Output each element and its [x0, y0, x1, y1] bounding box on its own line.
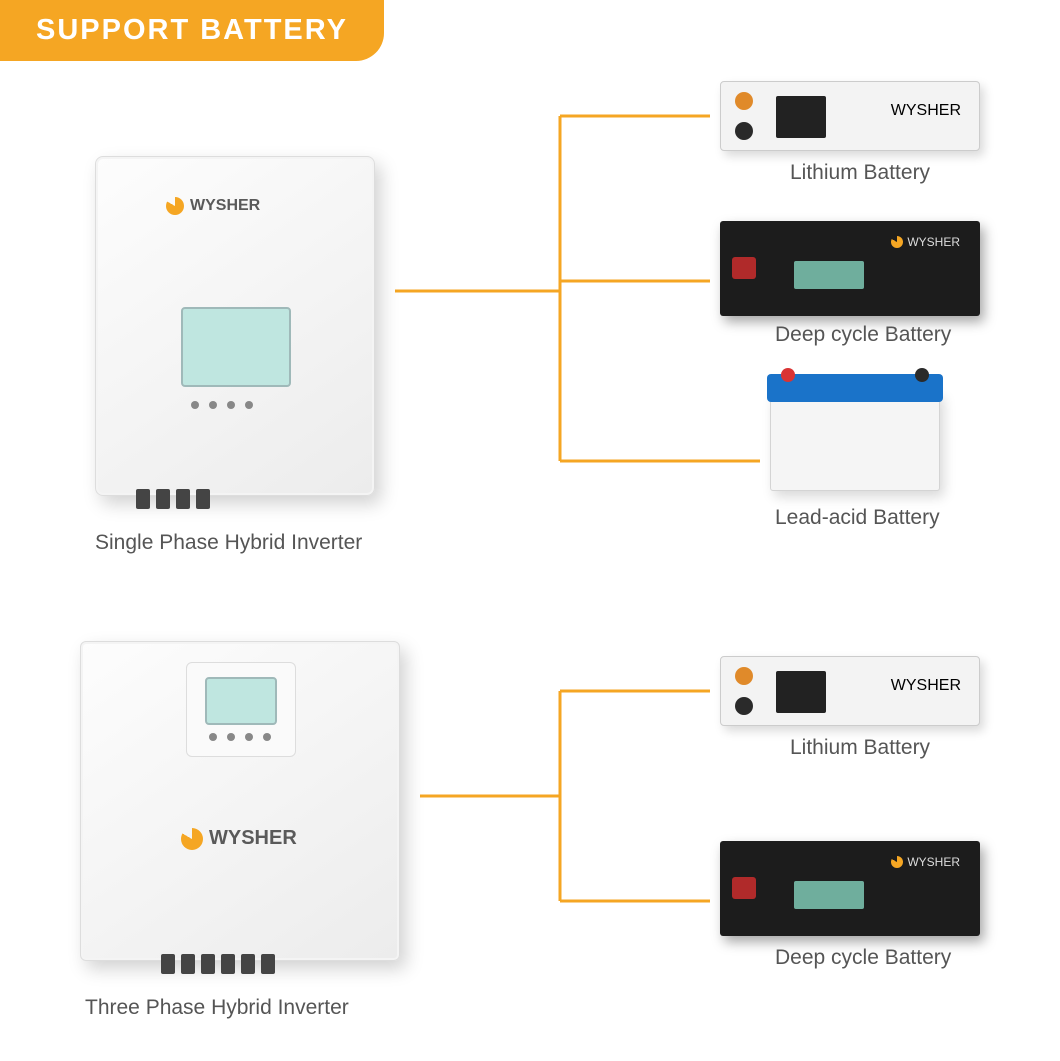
- lithium-battery-2: WYSHER: [720, 656, 980, 726]
- brand-logo-icon: [891, 236, 903, 248]
- three-phase-label: Three Phase Hybrid Inverter: [85, 996, 349, 1020]
- brand-text: WYSHER: [209, 827, 297, 850]
- header-title: SUPPORT BATTERY: [36, 14, 348, 46]
- deepcycle-label-1: Deep cycle Battery: [775, 323, 951, 347]
- three-phase-inverter: WYSHER: [80, 641, 400, 961]
- deepcycle-label-2: Deep cycle Battery: [775, 946, 951, 970]
- inverter-buttons: [191, 401, 253, 409]
- lithium-battery-1: WYSHER: [720, 81, 980, 151]
- brand-text: WYSHER: [907, 855, 960, 869]
- leadacid-battery: [770, 391, 940, 491]
- inverter-ports: [136, 489, 210, 509]
- inverter-ports-2: [161, 954, 275, 974]
- brand-logo-icon: [181, 828, 203, 850]
- brand-logo-icon: [891, 856, 903, 868]
- brand-text: WYSHER: [891, 677, 961, 694]
- inverter-screen: [181, 307, 291, 387]
- leadacid-label: Lead-acid Battery: [775, 506, 940, 530]
- lithium-label-1: Lithium Battery: [790, 161, 930, 185]
- inverter-screen-2: [205, 677, 277, 725]
- deepcycle-battery-1: WYSHER: [720, 221, 980, 316]
- brand-logo-icon: [166, 197, 184, 215]
- brand-text: WYSHER: [907, 235, 960, 249]
- header-banner: SUPPORT BATTERY: [0, 0, 384, 61]
- lithium-label-2: Lithium Battery: [790, 736, 930, 760]
- deepcycle-battery-2: WYSHER: [720, 841, 980, 936]
- single-phase-label: Single Phase Hybrid Inverter: [95, 531, 362, 555]
- brand-text: WYSHER: [891, 102, 961, 119]
- single-phase-inverter: WYSHER: [95, 156, 375, 496]
- inverter-buttons-2: [209, 733, 271, 741]
- diagram-canvas: WYSHER Single Phase Hybrid Inverter WYSH…: [0, 61, 1060, 1061]
- brand-text: WYSHER: [190, 197, 260, 215]
